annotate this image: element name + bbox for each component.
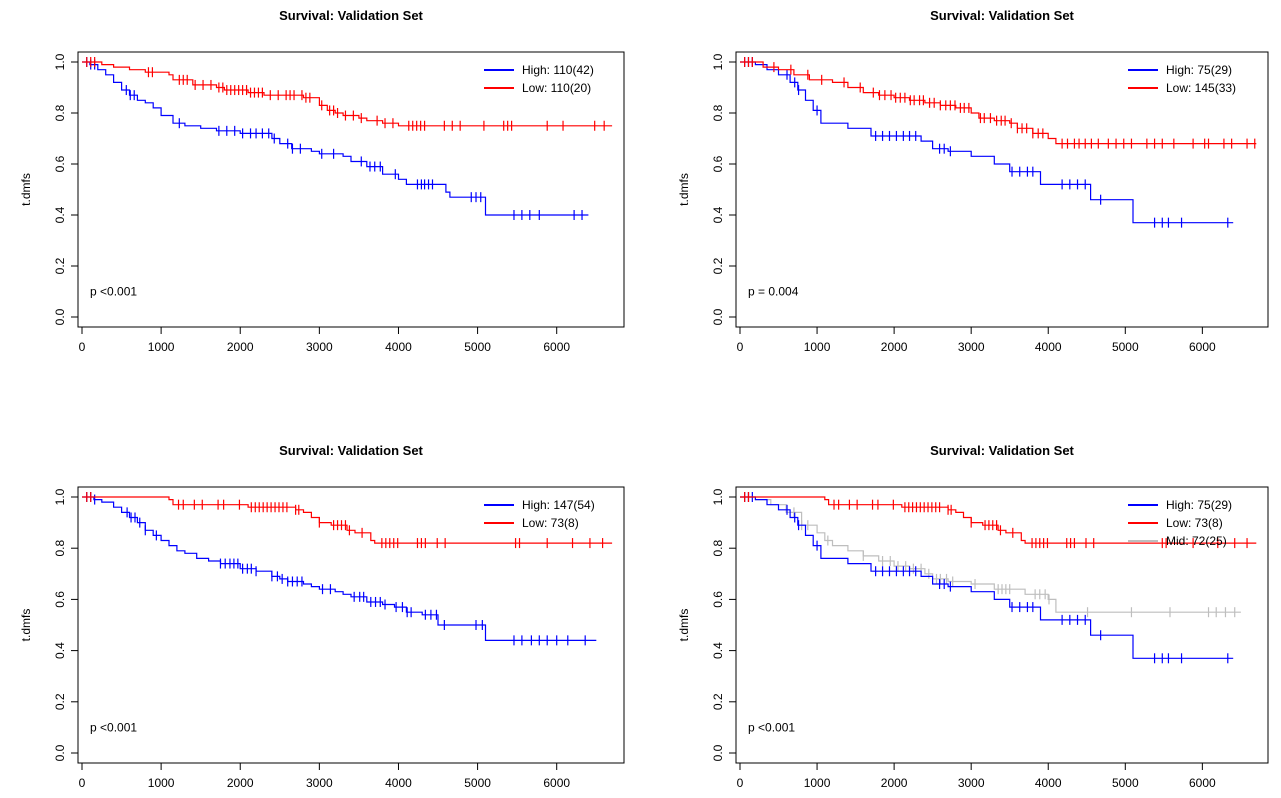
y-tick-label: 1.0 [711,53,725,70]
x-tick-label: 5000 [1112,776,1139,790]
legend-label: Low: 73(8) [522,516,579,530]
y-tick-label: 0.4 [53,642,67,659]
chart-title: Survival: Validation Set [930,8,1074,23]
legend-label: Mid: 72(25) [1166,534,1227,548]
legend-label: Low: 145(33) [1166,81,1236,95]
chart-title: Survival: Validation Set [279,8,423,23]
y-tick-label: 0.8 [53,540,67,557]
legend-label: High: 147(54) [522,498,595,512]
y-tick-label: 0.4 [53,206,67,223]
y-tick-label: 0.2 [711,257,725,274]
y-tick-label: 1.0 [53,53,67,70]
x-tick-label: 0 [737,340,744,354]
x-tick-label: 1000 [148,776,175,790]
y-tick-label: 0.8 [711,104,725,121]
plot-frame [735,51,1269,328]
x-tick-label: 4000 [1035,776,1062,790]
y-axis-label: t.dmfs [677,609,691,642]
y-tick-label: 1.0 [53,488,67,505]
y-axis-label: t.dmfs [677,173,691,206]
survival-curve [82,61,589,216]
plot-frame [77,51,625,328]
x-tick-label: 0 [79,340,86,354]
chart-title: Survival: Validation Set [930,443,1074,458]
plot-frame [77,486,625,764]
y-tick-label: 0.0 [53,744,67,761]
survival-curve [82,61,613,127]
chart-panel-3: Survival: Validation Set t.dmfs 0 1000 2000 3… [19,443,625,790]
y-tick-label: 0.0 [711,308,725,325]
chart-panel-4: Survival: Validation Set t.dmfs 0 1000 2000 3… [677,443,1269,790]
legend-label: Low: 73(8) [1166,516,1223,530]
x-tick-label: 3000 [958,776,985,790]
y-tick-label: 0.6 [711,155,725,172]
x-tick-label: 4000 [385,776,412,790]
x-tick-label: 4000 [385,340,412,354]
x-tick-label: 6000 [543,776,570,790]
x-tick-label: 0 [737,776,744,790]
chart-title: Survival: Validation Set [279,443,423,458]
survival-curve [740,496,1234,659]
x-tick-label: 4000 [1035,340,1062,354]
y-tick-label: 0.8 [711,540,725,557]
y-tick-label: 0.0 [53,308,67,325]
p-value-annotation: p = 0.004 [748,285,799,299]
x-tick-label: 5000 [464,340,491,354]
x-tick-label: 2000 [881,340,908,354]
x-tick-label: 2000 [227,340,254,354]
x-tick-label: 5000 [1112,340,1139,354]
y-tick-label: 0.2 [53,257,67,274]
x-tick-label: 3000 [958,340,985,354]
p-value-annotation: p <0.001 [748,720,795,734]
y-tick-label: 0.6 [53,591,67,608]
survival-curve [740,496,1241,613]
x-tick-label: 5000 [464,776,491,790]
y-tick-label: 0.6 [711,591,725,608]
plot-frame [735,486,1269,764]
y-tick-label: 0.8 [53,104,67,121]
p-value-annotation: p <0.001 [90,720,137,734]
survival-curve [82,496,597,641]
survival-curve [82,496,613,544]
legend-label: Low: 110(20) [522,81,591,95]
legend-label: High: 75(29) [1166,498,1232,512]
x-tick-label: 6000 [1189,776,1216,790]
x-tick-label: 3000 [306,340,333,354]
x-tick-label: 0 [79,776,86,790]
y-tick-label: 0.6 [53,155,67,172]
x-tick-label: 6000 [1189,340,1216,354]
y-tick-label: 0.4 [711,642,725,659]
y-tick-label: 0.2 [53,693,67,710]
x-tick-label: 3000 [306,776,333,790]
legend-label: High: 110(42) [522,63,594,77]
survival-curve [740,61,1234,224]
p-value-annotation: p <0.001 [90,285,137,299]
chart-panel-2: Survival: Validation Set t.dmfs 0 1000 2000 3… [677,8,1269,354]
x-tick-label: 2000 [227,776,254,790]
y-axis-label: t.dmfs [19,609,33,642]
legend-label: High: 75(29) [1166,63,1232,77]
survival-curve [740,496,1257,544]
x-tick-label: 1000 [804,776,831,790]
x-tick-label: 1000 [148,340,175,354]
x-tick-label: 2000 [881,776,908,790]
y-tick-label: 0.4 [711,206,725,223]
y-tick-label: 0.2 [711,693,725,710]
y-tick-label: 0.0 [711,744,725,761]
y-axis-label: t.dmfs [19,173,33,206]
y-tick-label: 1.0 [711,488,725,505]
x-tick-label: 1000 [804,340,831,354]
x-tick-label: 6000 [543,340,570,354]
chart-panel-1: Survival: Validation Set t.dmfs 0 1000 2000 3… [19,8,625,354]
